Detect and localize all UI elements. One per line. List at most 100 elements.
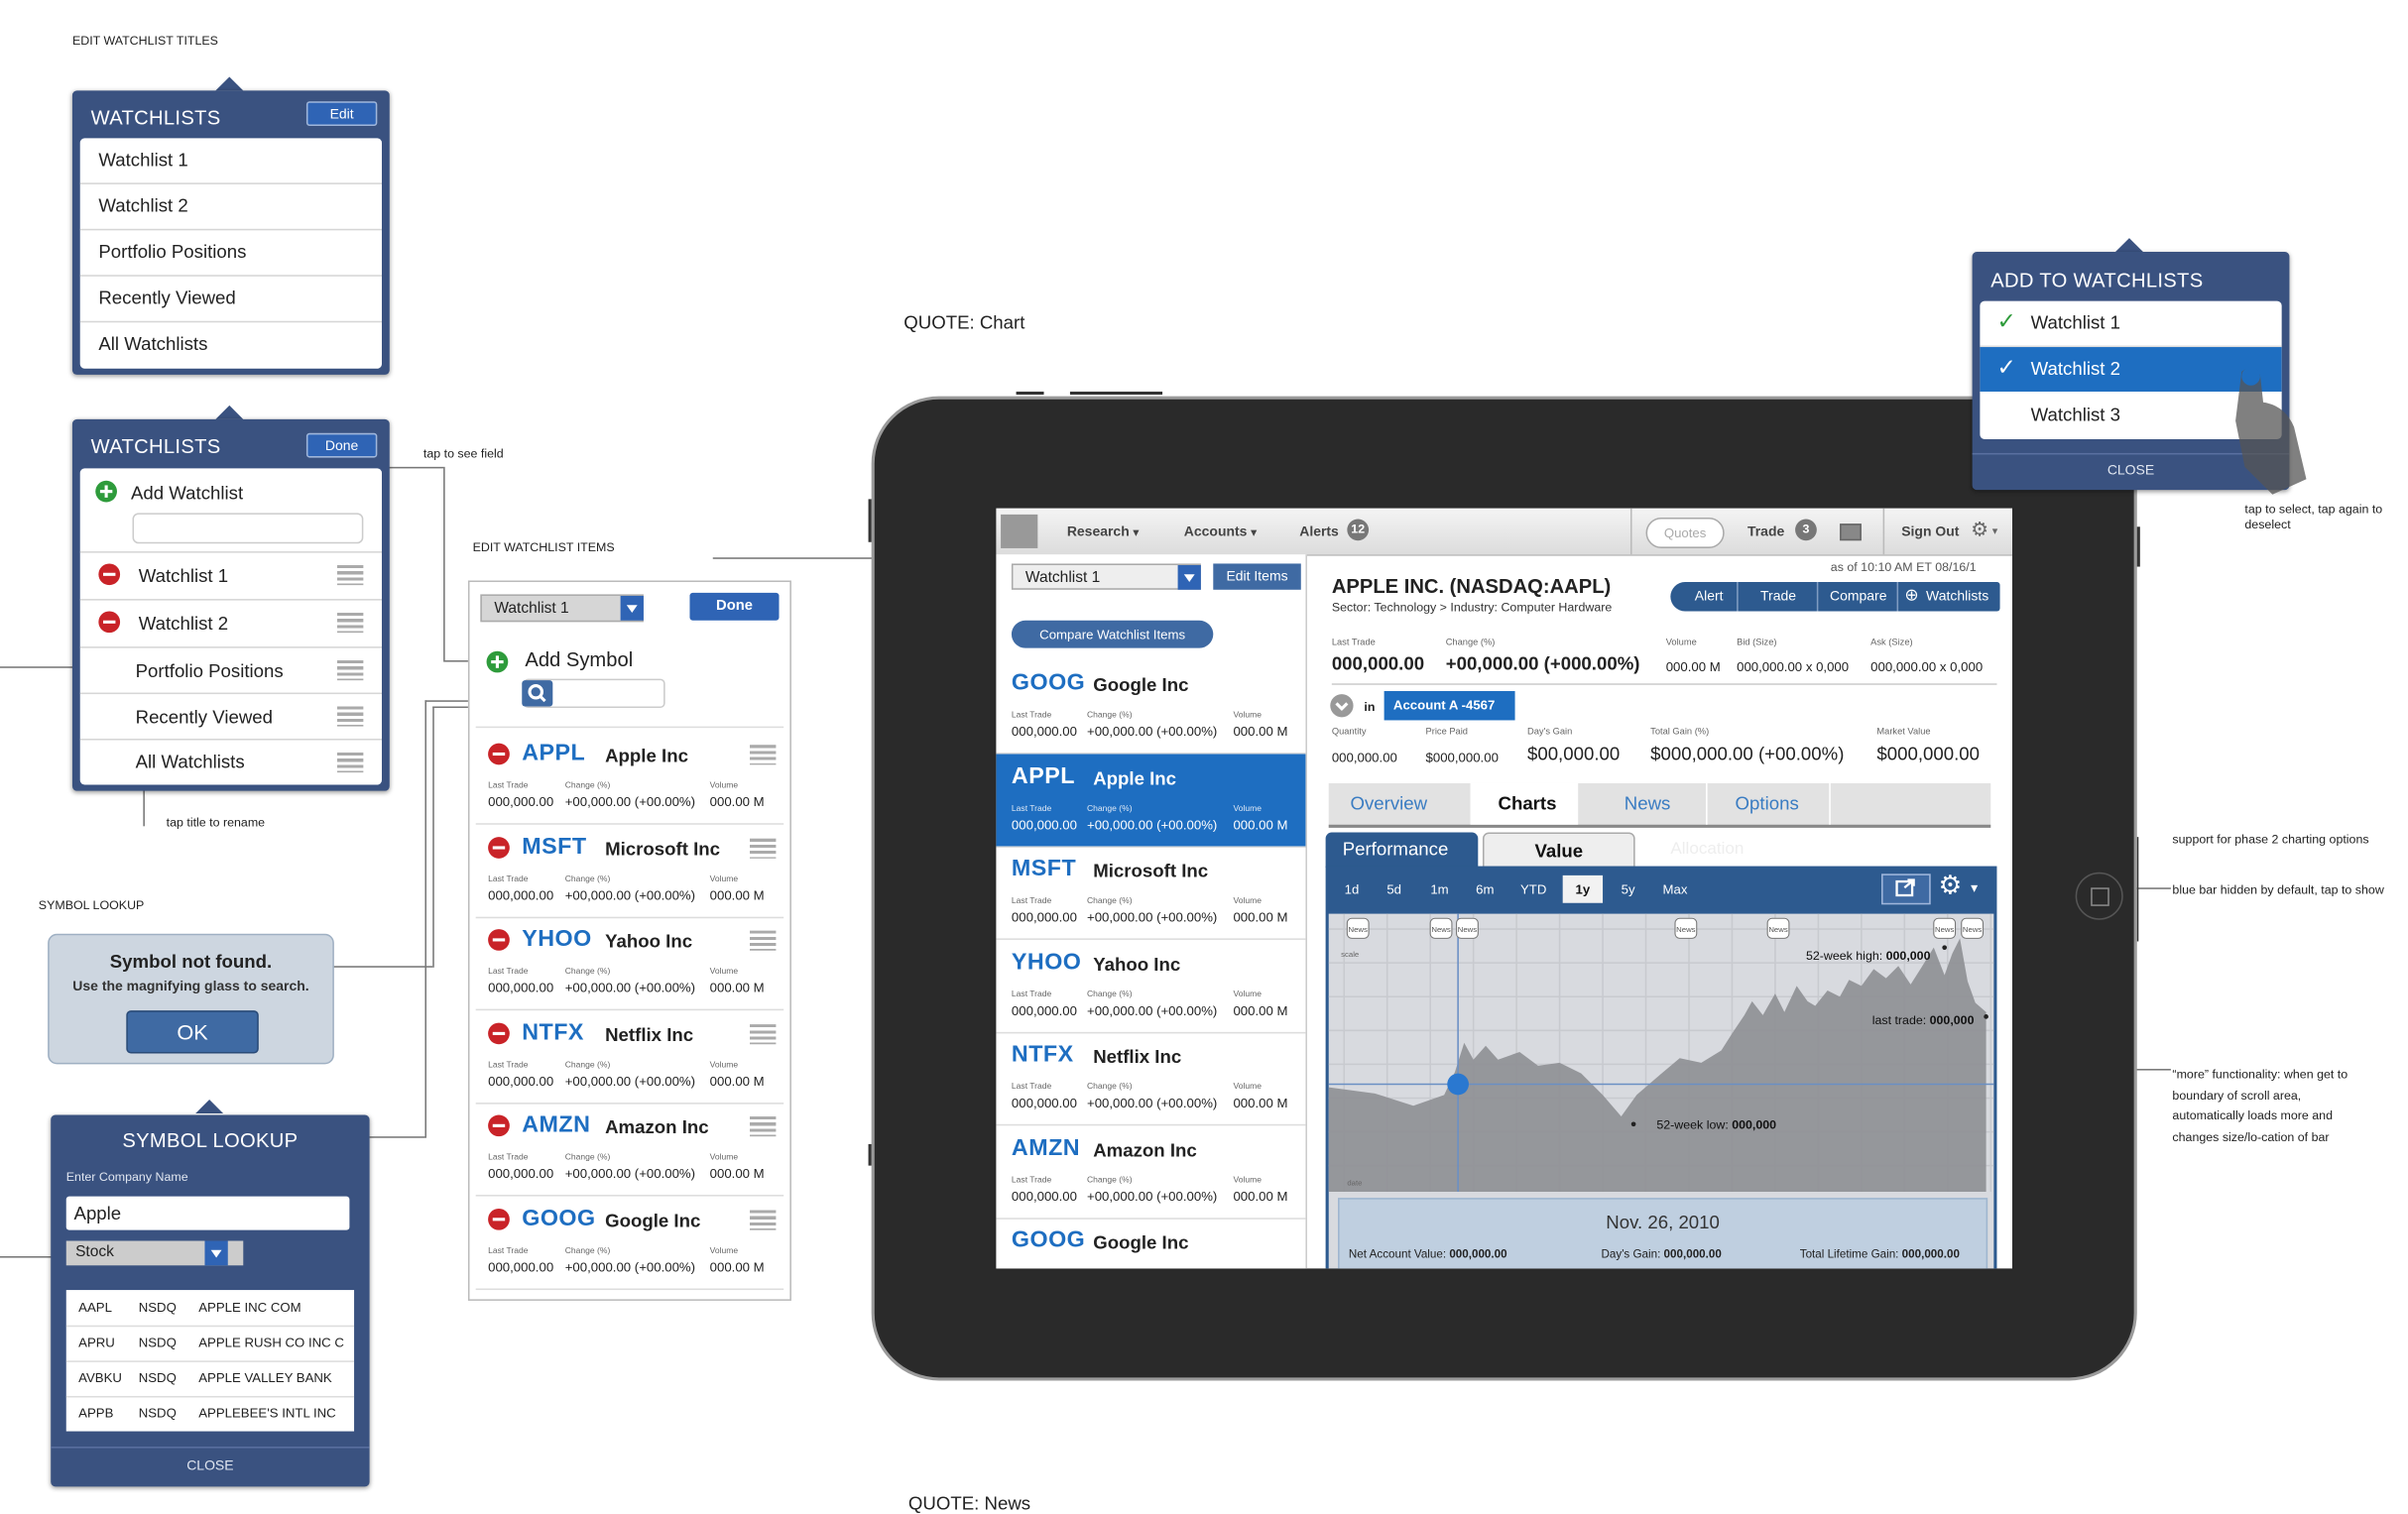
table-row[interactable]: NTFX Netflix Inc Last Trade Change (%) Volum… — [996, 1032, 1306, 1126]
gear-icon[interactable]: ⚙ — [1971, 517, 1989, 541]
alert-button[interactable]: Alert — [1694, 588, 1724, 604]
chevron-down-icon[interactable] — [1330, 694, 1354, 718]
nav-trade[interactable]: Trade — [1746, 524, 1785, 539]
tab-options[interactable]: Options — [1735, 792, 1799, 814]
watchlist-select[interactable]: Watchlist 1 — [1011, 563, 1201, 590]
table-row[interactable]: NTFX Netflix Inc Last Trade Change (%) Volum… — [475, 1009, 784, 1104]
list-item[interactable]: Watchlist 1 — [79, 138, 382, 184]
reorder-handle-icon[interactable] — [750, 1023, 777, 1044]
close-button[interactable]: CLOSE — [2107, 462, 2155, 478]
table-row[interactable]: AMZN Amazon Inc Last Trade Change (%) Volume… — [996, 1125, 1306, 1220]
reorder-handle-icon[interactable] — [750, 745, 777, 765]
subtab-value[interactable]: Value — [1482, 832, 1635, 869]
delete-icon[interactable] — [488, 929, 510, 951]
range-ytd-button[interactable]: YTD — [1519, 881, 1547, 897]
range-1m-button[interactable]: 1m — [1430, 881, 1449, 897]
edit-button[interactable]: Edit — [305, 101, 378, 127]
sign-out-link[interactable]: Sign Out — [1901, 524, 1960, 539]
compare-button[interactable]: Compare — [1830, 588, 1887, 604]
list-item-selected[interactable]: ✓ Watchlist 2 — [1980, 347, 2282, 392]
nav-alerts[interactable]: Alerts — [1299, 524, 1339, 538]
list-item[interactable]: Watchlist 3 — [1980, 394, 2281, 438]
delete-icon[interactable] — [488, 836, 510, 859]
list-item[interactable]: APPB NSDQ APPLEBEE'S INTL INC — [66, 1396, 354, 1432]
done-button[interactable]: Done — [689, 592, 780, 621]
ok-button[interactable]: OK — [126, 1010, 259, 1054]
list-item[interactable]: AVBKU NSDQ APPLE VALLEY BANK — [65, 1360, 355, 1398]
price-chart[interactable]: News News News News News News News scale date 52-… — [1328, 913, 1994, 1192]
range-5y-button[interactable]: 5y — [1621, 881, 1635, 897]
chevron-down-icon[interactable] — [620, 595, 644, 621]
table-row-selected[interactable]: APPL Apple Inc Last Trade Change (%) Volume 0… — [996, 753, 1306, 848]
account-selector[interactable]: Account A -4567 — [1384, 691, 1515, 721]
reorder-handle-icon[interactable] — [750, 1116, 777, 1137]
list-item-label[interactable]: Watchlist 2 — [138, 613, 229, 635]
delete-icon[interactable] — [98, 563, 121, 586]
table-row[interactable]: YHOO Yahoo Inc Last Trade Change (%) Volume 0… — [475, 917, 784, 1011]
watchlist-name-input[interactable] — [132, 513, 364, 544]
list-item[interactable]: APRU NSDQ APPLE RUSH CO INC C — [65, 1326, 355, 1362]
edit-items-button[interactable]: Edit Items — [1213, 563, 1301, 590]
reorder-handle-icon[interactable] — [336, 706, 364, 727]
tab-charts[interactable]: Charts — [1498, 792, 1557, 814]
table-row[interactable]: MSFT Microsoft Inc Last Trade Change (%) Vol… — [996, 846, 1306, 940]
nav-accounts[interactable]: Accounts ▾ — [1184, 524, 1257, 538]
reorder-handle-icon[interactable] — [750, 930, 777, 951]
table-row[interactable]: AMZN Amazon Inc Last Trade Change (%) Volume… — [475, 1103, 784, 1197]
watchlists-button[interactable]: Watchlists — [1926, 588, 1989, 604]
delete-icon[interactable] — [488, 1021, 510, 1044]
list-item[interactable]: AAPL NSDQ APPLE INC COM — [65, 1290, 355, 1328]
list-item[interactable]: All Watchlists — [98, 333, 208, 355]
range-1d-button[interactable]: 1d — [1344, 881, 1360, 897]
reorder-handle-icon[interactable] — [336, 752, 364, 773]
reorder-handle-icon[interactable] — [750, 837, 777, 859]
trade-button[interactable]: Trade — [1760, 588, 1797, 604]
delete-icon[interactable] — [488, 743, 510, 765]
gear-icon[interactable]: ⚙ — [1938, 871, 1963, 900]
subtab-performance[interactable]: Performance — [1325, 832, 1479, 869]
reorder-handle-icon[interactable] — [336, 613, 364, 634]
tab-news[interactable]: News — [1624, 792, 1671, 814]
message-icon[interactable] — [1840, 524, 1862, 541]
list-item[interactable]: ✓ Watchlist 1 — [1980, 301, 2282, 348]
range-max-button[interactable]: Max — [1662, 881, 1688, 897]
close-button[interactable]: CLOSE — [186, 1456, 234, 1473]
list-item[interactable]: Portfolio Positions — [79, 230, 382, 277]
list-item-label[interactable]: Watchlist 1 — [138, 564, 229, 587]
tab-overview[interactable]: Overview — [1350, 792, 1428, 814]
compare-watchlist-button[interactable]: Compare Watchlist Items — [1011, 620, 1214, 648]
list-item[interactable]: Watchlist 2 — [79, 184, 382, 231]
done-button[interactable]: Done — [305, 432, 378, 458]
table-row[interactable]: YHOO Yahoo Inc Last Trade Change (%) Volume 0… — [996, 939, 1306, 1033]
reorder-handle-icon[interactable] — [336, 564, 364, 586]
subtab-allocation[interactable]: Allocation — [1670, 840, 1745, 859]
delete-icon[interactable] — [98, 611, 121, 634]
reorder-handle-icon[interactable] — [336, 660, 364, 681]
add-icon[interactable] — [486, 650, 509, 673]
table-row[interactable]: MSFT Microsoft Inc Last Trade Change (%) Vol… — [475, 824, 784, 918]
list-item-label[interactable]: All Watchlists — [135, 751, 245, 773]
quotes-search-input[interactable]: Quotes — [1645, 517, 1725, 548]
list-item[interactable]: Recently Viewed — [79, 277, 382, 323]
add-icon[interactable] — [95, 480, 117, 503]
range-1y-button[interactable]: 1y — [1562, 874, 1604, 903]
range-5d-button[interactable]: 5d — [1386, 881, 1402, 897]
delete-icon[interactable] — [488, 1208, 510, 1229]
list-item-label[interactable]: Portfolio Positions — [135, 660, 284, 682]
home-button[interactable] — [2075, 872, 2123, 920]
search-icon[interactable] — [522, 680, 553, 707]
range-6m-button[interactable]: 6m — [1476, 881, 1495, 897]
expand-chart-icon[interactable] — [1881, 873, 1931, 905]
nav-research[interactable]: Research ▾ — [1067, 524, 1139, 538]
watchlist-select[interactable]: Watchlist 1 — [480, 594, 644, 623]
chevron-down-icon[interactable] — [204, 1240, 228, 1266]
delete-icon[interactable] — [488, 1114, 510, 1137]
chevron-down-icon[interactable] — [1177, 564, 1201, 590]
reorder-handle-icon[interactable] — [750, 1209, 777, 1229]
company-search-input[interactable]: Apple — [65, 1196, 350, 1230]
list-item-label[interactable]: Recently Viewed — [135, 706, 274, 729]
table-row[interactable]: APPL Apple Inc Last Trade Change (%) Volume 0… — [475, 731, 784, 825]
